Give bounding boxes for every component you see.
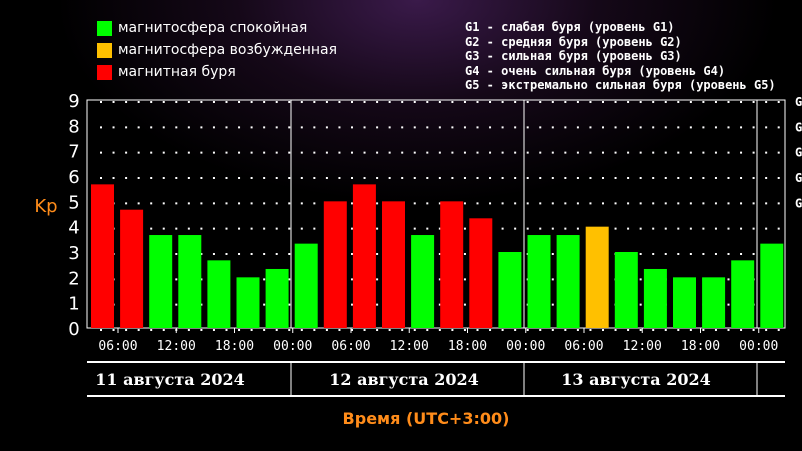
kp-bar — [265, 268, 289, 328]
legend-label-quiet: магнитосфера спокойная — [118, 20, 308, 36]
legend-label-storm: магнитная буря — [118, 64, 236, 80]
y-tick-label: 4 — [68, 218, 79, 239]
x-tick-label: 06:00 — [331, 339, 370, 354]
day-label: 13 августа 2024 — [561, 370, 711, 389]
x-tick-label: 12:00 — [623, 339, 662, 354]
x-tick-label: 12:00 — [157, 339, 196, 354]
x-tick-label: 00:00 — [739, 339, 778, 354]
storm-level-g3: G3 - сильная буря (уровень G3) — [465, 49, 682, 63]
kp-bar — [120, 209, 144, 328]
y-tick-label: 7 — [68, 142, 79, 163]
y-tick-label: 8 — [68, 116, 79, 137]
kp-bar — [294, 243, 318, 328]
storm-level-g5: G5 - экстремально сильная буря (уровень … — [465, 78, 776, 92]
kp-bar — [498, 252, 522, 328]
y-tick-label: 6 — [68, 167, 79, 188]
x-tick-label: 00:00 — [273, 339, 312, 354]
kp-bar — [149, 235, 173, 328]
kp-bar — [382, 201, 405, 328]
day-label: 11 августа 2024 — [95, 370, 245, 389]
kp-bar — [178, 235, 202, 328]
kp-bar — [614, 252, 638, 328]
y-tick-label: 3 — [68, 243, 79, 264]
legend-swatch-active — [97, 42, 112, 58]
legend-swatch-quiet — [97, 20, 112, 36]
storm-level-legend: G1 - слабая буря (уровень G1) G2 - средн… — [465, 20, 776, 93]
y-tick-label: 0 — [68, 319, 79, 340]
right-storm-label-g2: G — [795, 120, 802, 134]
legend-active: магнитосфера возбужденная — [97, 42, 337, 58]
legend-storm: магнитная буря — [97, 64, 236, 80]
kp-bar — [91, 184, 114, 328]
x-tick-label: 00:00 — [506, 339, 545, 354]
y-tick-label: 2 — [68, 268, 79, 289]
kp-bar — [352, 184, 376, 328]
legend-swatch-storm — [97, 64, 112, 80]
storm-level-g2: G2 - средняя буря (уровень G2) — [465, 34, 682, 49]
y-axis-label: Kp — [34, 196, 57, 217]
x-tick-label: 18:00 — [215, 339, 254, 354]
x-tick-label: 18:00 — [448, 339, 487, 354]
right-storm-label-g4: G — [795, 171, 802, 185]
y-tick-label: 9 — [68, 91, 79, 112]
x-axis-label: Время (UTC+3:00) — [343, 409, 510, 428]
x-tick-label: 12:00 — [390, 339, 429, 354]
storm-level-g1: G1 - слабая буря (уровень G1) — [465, 20, 675, 34]
y-tick-label: 5 — [68, 192, 79, 213]
right-storm-label-g3: G — [795, 146, 802, 160]
kp-bar — [527, 235, 551, 328]
kp-bar — [673, 277, 696, 328]
kp-bar — [760, 243, 784, 328]
kp-bar — [411, 235, 435, 328]
right-storm-label-g5: G — [795, 196, 802, 210]
kp-bar — [236, 277, 260, 328]
kp-bar — [585, 226, 609, 328]
day-label: 12 августа 2024 — [329, 370, 479, 389]
kp-bar — [440, 201, 464, 328]
x-tick-label: 18:00 — [681, 339, 720, 354]
storm-level-g4: G4 - очень сильная буря (уровень G4) — [465, 63, 726, 78]
y-tick-label: 1 — [68, 294, 79, 315]
legend-quiet: магнитосфера спокойная — [97, 20, 307, 36]
plot-frame — [86, 99, 786, 329]
legend-label-active: магнитосфера возбужденная — [118, 42, 338, 58]
x-tick-label: 06:00 — [564, 339, 603, 354]
right-storm-label-g1: G — [795, 95, 802, 109]
kp-bar — [469, 218, 493, 328]
kp-bar — [556, 235, 580, 328]
kp-bar — [702, 277, 726, 328]
kp-bar — [207, 260, 231, 328]
x-tick-label: 06:00 — [98, 339, 137, 354]
kp-bar — [731, 260, 755, 328]
kp-bar — [643, 268, 667, 328]
kp-bar — [323, 201, 347, 328]
